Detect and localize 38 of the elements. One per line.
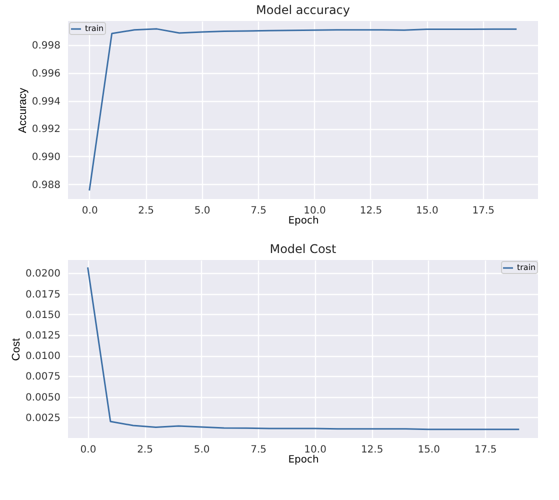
x-tick-label: 2.5 [138, 206, 154, 216]
x-tick-label: 15.0 [416, 206, 438, 216]
chart-title: Model Cost [270, 242, 337, 256]
x-tick-label: 10.0 [304, 206, 326, 216]
x-tick-label: 15.0 [418, 444, 440, 456]
x-tick-label: 17.5 [472, 206, 495, 216]
y-tick-label: 0.998 [32, 40, 60, 52]
y-axis-title: Accuracy [16, 87, 29, 134]
x-tick-label: 5.0 [194, 444, 210, 456]
y-tick-label: 0.0075 [26, 372, 60, 383]
x-tick-label: 7.5 [250, 444, 266, 456]
x-tick-label: 7.5 [250, 206, 266, 216]
x-tick-label: 5.0 [194, 206, 210, 216]
y-tick-label: 0.990 [32, 152, 60, 163]
y-axis-title: Cost [10, 338, 23, 361]
y-tick-label: 0.0200 [26, 268, 60, 280]
x-tick-label: 10.0 [304, 444, 326, 456]
legend-label: train [85, 24, 104, 33]
y-tick-label: 0.992 [32, 124, 60, 136]
x-tick-label: 17.5 [474, 444, 497, 456]
y-tick-label: 0.988 [32, 180, 60, 191]
legend-label: train [517, 263, 536, 272]
y-tick-label: 0.0050 [26, 392, 60, 404]
x-tick-label: 0.0 [82, 206, 98, 216]
y-tick-label: 0.0125 [26, 330, 60, 342]
y-tick-label: 0.0025 [26, 412, 60, 424]
x-tick-label: 12.5 [360, 206, 382, 216]
y-tick-label: 0.994 [32, 96, 60, 108]
chart-title: Model accuracy [256, 3, 350, 17]
x-tick-label: 12.5 [360, 444, 384, 456]
x-tick-label: 2.5 [137, 444, 153, 456]
y-tick-label: 0.0100 [26, 351, 60, 362]
y-tick-label: 0.0150 [26, 310, 60, 321]
x-axis-title: Epoch [288, 216, 319, 226]
y-tick-label: 0.996 [32, 68, 60, 80]
x-tick-label: 0.0 [80, 444, 96, 456]
x-axis-title: Epoch [288, 454, 319, 466]
y-tick-label: 0.0175 [26, 289, 60, 300]
